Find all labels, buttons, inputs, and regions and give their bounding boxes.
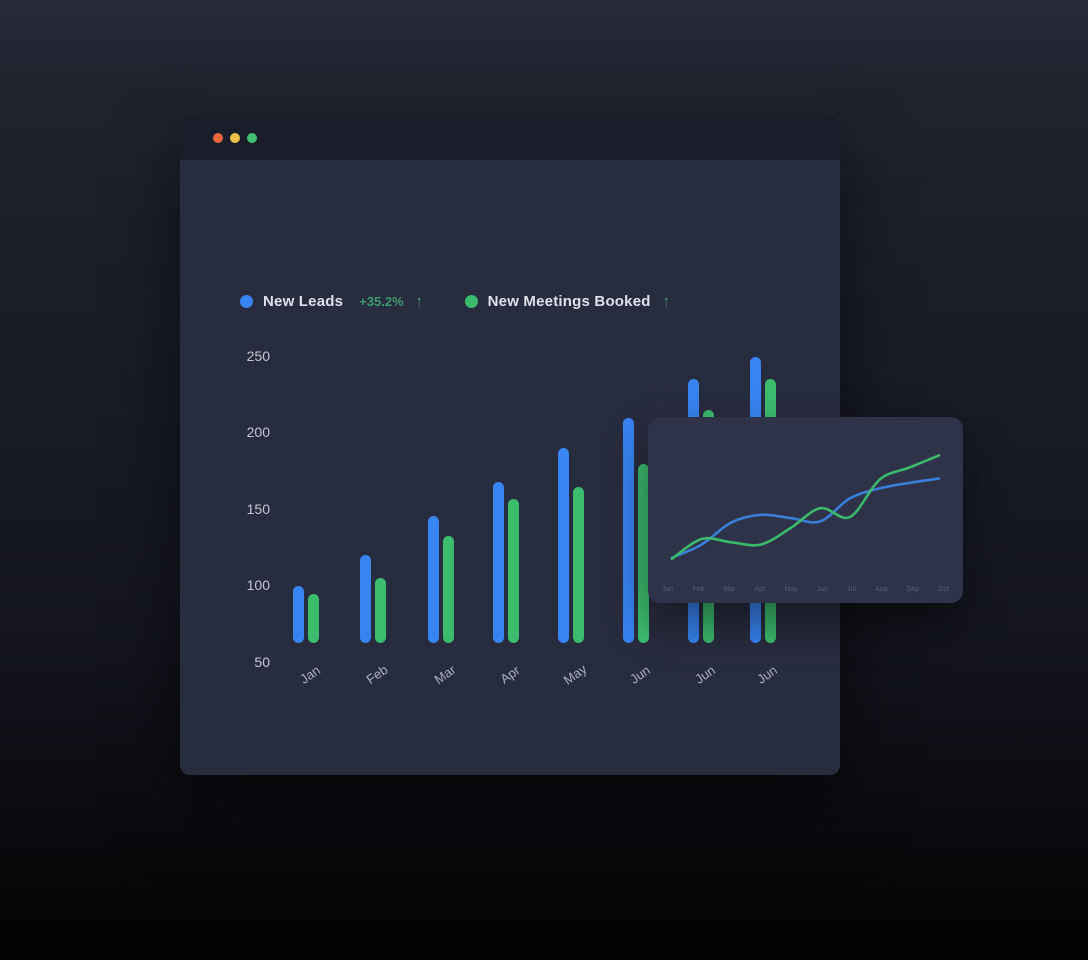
overlay-x-label: Aug	[875, 586, 888, 593]
overlay-x-label: Mar	[723, 586, 736, 593]
overlay-x-label: Apr	[754, 586, 766, 593]
bar-new-leads	[360, 555, 371, 643]
trend-up-icon: ↑	[415, 291, 423, 311]
trend-up-icon: ↑	[662, 291, 670, 311]
overlay-x-label: Feb	[692, 586, 705, 593]
legend-item-new-meetings-booked[interactable]: New Meetings Booked ↑	[464, 291, 670, 311]
x-axis-label: Jun	[692, 662, 718, 687]
bar-new-meetings-booked	[508, 498, 519, 643]
overlay-x-label: Sep	[906, 586, 919, 593]
line-series-meetings	[670, 454, 941, 561]
overlay-x-label: Jul	[847, 586, 856, 593]
blue-series-dot-icon	[240, 294, 253, 308]
bar-new-leads	[293, 586, 304, 643]
chart-legend: New Leads +35.2% ↑ New Meetings Booked ↑	[240, 289, 670, 313]
y-axis-tick: 150	[246, 500, 270, 517]
bar-new-leads	[623, 417, 634, 643]
minimize-button-icon[interactable]	[230, 132, 240, 143]
x-axis-label: Feb	[363, 661, 391, 688]
bar-new-leads	[493, 481, 504, 643]
x-axis-label: Jun	[627, 662, 653, 687]
x-axis-label: Jun	[754, 662, 780, 687]
legend-label: New Meetings Booked	[487, 292, 651, 310]
line-series-leads	[670, 477, 941, 559]
bar-new-meetings-booked	[308, 593, 319, 643]
overlay-x-label: Jun	[816, 586, 829, 593]
x-axis-label: May	[560, 661, 590, 688]
overlay-line-chart-card: Jan Feb Mar Apr May Jun Jul Aug Sep Oct	[648, 417, 963, 603]
overlay-x-label: May	[784, 586, 798, 593]
maximize-button-icon[interactable]	[247, 132, 257, 143]
line-chart	[670, 439, 941, 567]
y-axis-tick: 200	[246, 424, 270, 440]
legend-item-new-leads[interactable]: New Leads +35.2% ↑	[240, 291, 423, 311]
line-chart-x-axis: Jan Feb Mar Apr May Jun Jul Aug Sep Oct	[662, 586, 949, 593]
y-axis-tick: 100	[246, 577, 270, 593]
x-axis-label: Mar	[431, 661, 459, 688]
bar-new-leads	[428, 515, 439, 643]
delta-badge: +35.2%	[359, 293, 404, 309]
legend-label: New Leads	[263, 292, 344, 310]
x-axis-label: Jan	[297, 662, 323, 687]
green-series-dot-icon	[464, 294, 478, 308]
y-axis-tick: 250	[246, 347, 270, 364]
overlay-x-label: Jan	[662, 586, 674, 593]
bar-new-meetings-booked	[638, 463, 649, 643]
overlay-x-label: Oct	[938, 586, 949, 593]
bar-new-meetings-booked	[375, 578, 386, 643]
bar-new-meetings-booked	[443, 535, 454, 643]
y-axis-tick: 50	[254, 653, 270, 670]
bar-new-meetings-booked	[573, 486, 584, 643]
title-bar	[180, 115, 840, 160]
bar-new-leads	[558, 448, 569, 643]
close-button-icon[interactable]	[213, 132, 223, 143]
x-axis-label: Apr	[497, 662, 523, 687]
